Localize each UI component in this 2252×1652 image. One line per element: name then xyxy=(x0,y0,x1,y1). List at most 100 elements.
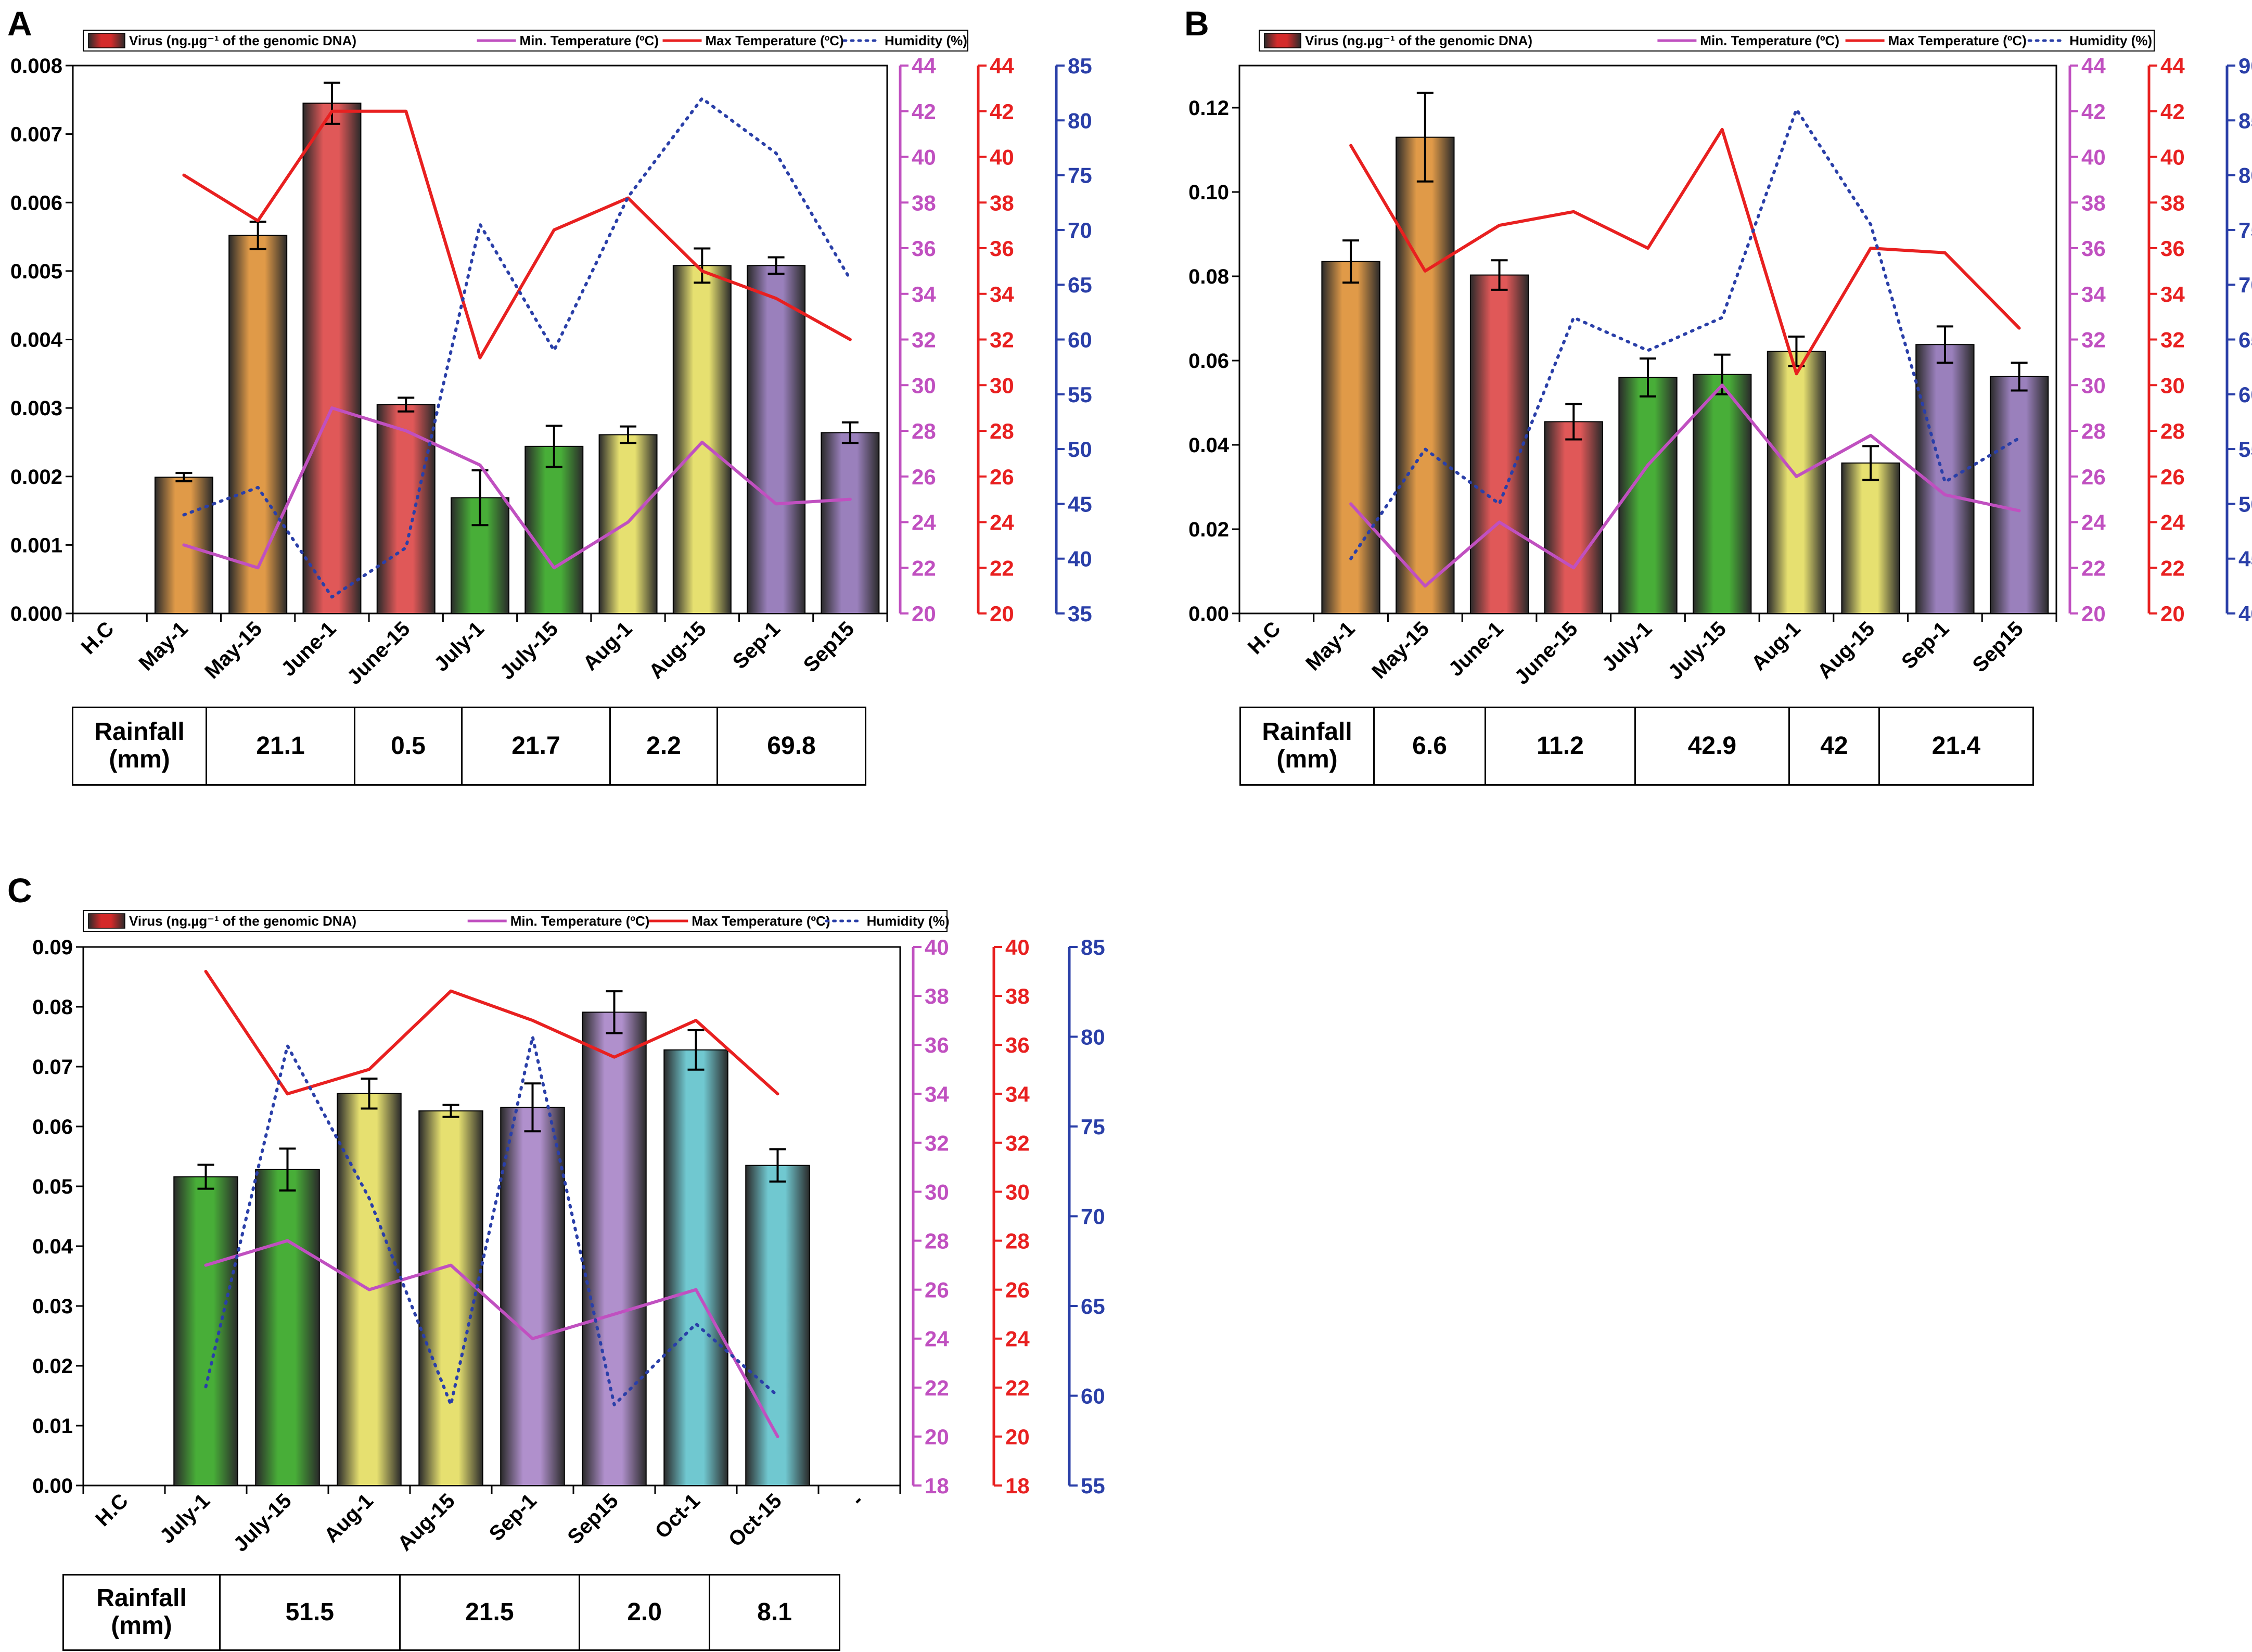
right-tick-label: 44 xyxy=(990,54,1014,78)
right-tick-label: 26 xyxy=(925,1278,949,1302)
y-tick-label: 0.09 xyxy=(32,936,73,959)
x-tick-label: May-15 xyxy=(200,617,266,683)
y-tick-label: 0.08 xyxy=(1188,265,1229,288)
right-tick-label: 85 xyxy=(2238,108,2252,133)
x-tick-label: July-1 xyxy=(156,1489,214,1548)
right-tick-label: 38 xyxy=(925,984,949,1008)
right-tick-label: 22 xyxy=(990,556,1014,580)
right-tick-label: 30 xyxy=(925,1180,949,1204)
right-tick-label: 32 xyxy=(925,1131,949,1155)
right-tick-label: 22 xyxy=(1005,1376,1030,1400)
legend-humidity-label: Humidity (%) xyxy=(2069,33,2152,48)
y-tick-label: 0.05 xyxy=(32,1175,73,1198)
x-tick-label: H.C xyxy=(1244,617,1285,659)
legend-virus-label: Virus (ng.µg⁻¹ of the genomic DNA) xyxy=(1305,33,1532,48)
right-tick-label: 42 xyxy=(2081,99,2106,124)
right-tick-label: 22 xyxy=(2081,556,2106,580)
right-tick-label: 75 xyxy=(1081,1115,1105,1139)
right-tick-label: 32 xyxy=(990,328,1014,352)
virus-bar xyxy=(663,1049,728,1486)
right-tick-label: 36 xyxy=(2160,236,2185,261)
right-tick-label: 26 xyxy=(2081,465,2106,489)
right-tick-label: 20 xyxy=(2160,601,2185,626)
rainfall-label: Rainfall (mm) xyxy=(62,1574,221,1651)
legend-min-temp-label: Min. Temperature (ºC) xyxy=(520,33,659,48)
y-tick-label: 0.04 xyxy=(1188,434,1230,457)
rainfall-value: 21.7 xyxy=(461,707,611,786)
right-tick-label: 40 xyxy=(2081,145,2106,170)
rainfall-value: 6.6 xyxy=(1373,707,1487,786)
legend-virus-label: Virus (ng.µg⁻¹ of the genomic DNA) xyxy=(129,913,356,929)
right-tick-label: 38 xyxy=(2081,190,2106,215)
x-tick-label: Aug-15 xyxy=(645,617,711,683)
right-tick-label: 28 xyxy=(2160,419,2185,443)
x-tick-label: Aug-1 xyxy=(579,617,636,675)
x-tick-label: Sep15 xyxy=(1968,617,2028,676)
right-tick-label: 42 xyxy=(990,99,1014,124)
rainfall-value: 11.2 xyxy=(1485,707,1636,786)
virus-bar xyxy=(745,1164,810,1486)
right-tick-label: 28 xyxy=(990,419,1014,443)
right-tick-label: 65 xyxy=(2238,328,2252,352)
right-tick-label: 55 xyxy=(1081,1474,1105,1498)
virus-bar xyxy=(173,1176,238,1486)
legend-humidity-label: Humidity (%) xyxy=(885,33,967,48)
rainfall-value: 69.8 xyxy=(716,707,866,786)
right-tick-label: 80 xyxy=(1068,108,1092,133)
right-tick-label: 18 xyxy=(925,1474,949,1498)
right-tick-label: 36 xyxy=(925,1033,949,1057)
min-temp-line xyxy=(182,406,852,570)
x-tick-label: Sep-1 xyxy=(728,617,785,673)
chart-b: Virus (ng.µg⁻¹ of the genomic DNA) Min. T… xyxy=(1188,30,2252,689)
rainfall-table-a: Rainfall (mm) 21.1 0.5 21.7 2.2 69.8 xyxy=(72,707,866,786)
right-tick-label: 44 xyxy=(2081,54,2106,78)
y-tick-label: 0.003 xyxy=(10,397,62,420)
x-tick-label: July-1 xyxy=(430,617,489,676)
right-tick-label: 65 xyxy=(1081,1294,1105,1318)
max-temp-line xyxy=(1349,127,2021,376)
right-tick-label: 28 xyxy=(1005,1229,1030,1253)
humidity-line xyxy=(1349,108,2021,560)
right-tick-label: 40 xyxy=(990,145,1014,170)
humidity-line xyxy=(182,97,852,599)
virus-bar xyxy=(255,1169,320,1486)
right-tick-label: 26 xyxy=(990,465,1014,489)
right-tick-label: 80 xyxy=(2238,163,2252,188)
right-tick-label: 80 xyxy=(1081,1025,1105,1049)
right-tick-label: 32 xyxy=(1005,1131,1030,1155)
right-tick-label: 60 xyxy=(1081,1384,1105,1408)
right-tick-label: 26 xyxy=(1005,1278,1030,1302)
virus-bar xyxy=(1544,421,1603,614)
right-tick-label: 34 xyxy=(2160,282,2185,306)
virus-bar xyxy=(228,235,288,614)
legend-box xyxy=(83,30,968,52)
y-tick-label: 0.007 xyxy=(10,123,62,146)
right-tick-label: 65 xyxy=(1068,273,1092,297)
y-tick-label: 0.00 xyxy=(1188,603,1229,625)
legend-min-temp-label: Min. Temperature (ºC) xyxy=(510,913,650,929)
x-tick-label: Sep15 xyxy=(563,1489,622,1548)
right-tick-label: 38 xyxy=(1005,984,1030,1008)
panel-b: B Virus (ng.µg⁻¹ of the genomic DNA) Min.… xyxy=(1176,0,2252,791)
right-tick-label: 40 xyxy=(2238,601,2252,626)
right-tick-label: 26 xyxy=(912,465,936,489)
panel-letter-b: B xyxy=(1184,4,1209,43)
x-tick-label: May-1 xyxy=(134,617,192,675)
legend-box xyxy=(1259,30,2155,52)
y-tick-label: 0.00 xyxy=(32,1475,73,1497)
x-tick-label: June-15 xyxy=(343,617,415,689)
x-tick-label: July-15 xyxy=(496,617,563,684)
rainfall-value: 0.5 xyxy=(353,707,463,786)
right-tick-label: 24 xyxy=(2081,510,2106,535)
virus-bar xyxy=(418,1110,483,1487)
legend-max-temp-label: Max Temperature (ºC) xyxy=(692,913,830,929)
y-tick-label: 0.12 xyxy=(1188,97,1229,120)
x-tick-label: Sep15 xyxy=(799,617,859,676)
right-tick-label: 28 xyxy=(912,419,936,443)
right-tick-label: 34 xyxy=(925,1082,949,1106)
right-tick-label: 24 xyxy=(2160,510,2185,535)
right-tick-label: 30 xyxy=(990,373,1014,398)
x-tick-label: July-15 xyxy=(229,1489,296,1556)
right-tick-label: 70 xyxy=(2238,273,2252,297)
right-tick-label: 42 xyxy=(912,99,936,124)
